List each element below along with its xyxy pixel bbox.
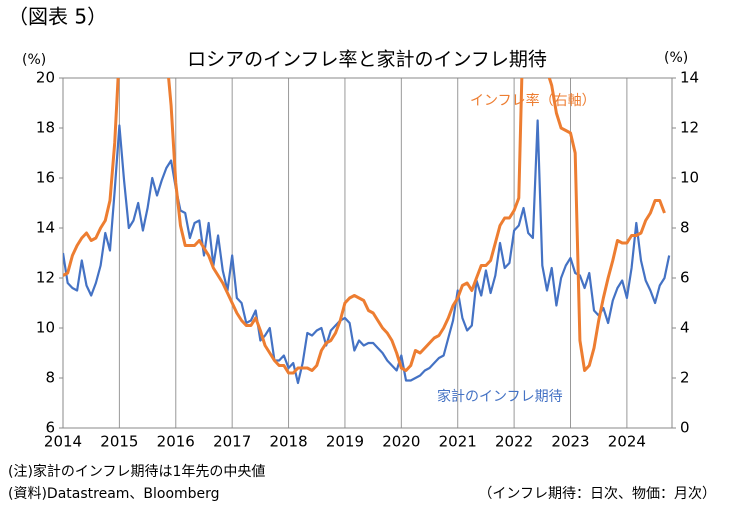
x-tick-label: 2019 [326,433,364,451]
plot-area [63,78,671,385]
y-unit: (%) [22,52,46,68]
y2-tick-label: 2 [680,369,690,387]
y2-tick-label: 12 [680,119,699,137]
y2-tick-label: 6 [680,269,690,287]
y-tick-label: 16 [36,169,55,187]
y2-unit: (%) [664,50,688,66]
x-tick-label: 2018 [269,433,307,451]
y-tick-label: 8 [45,369,55,387]
y2-tick-label: 14 [680,69,699,87]
y-tick-label: 12 [36,269,55,287]
figure-label: （図表 5） [8,5,107,29]
y-tick-label: 6 [45,419,55,437]
note: (資料)Datastream、Bloomberg [8,486,220,502]
x-tick-label: 2015 [100,433,138,451]
frequency-note: （インフレ期待：日次、物価：月次） [478,486,716,502]
x-tick-label: 2024 [608,433,646,451]
y-tick-label: 14 [36,219,55,237]
y2-tick-label: 8 [680,219,690,237]
plot-frame [62,77,673,429]
y2-tick-label: 4 [680,319,690,337]
series-line [63,78,666,375]
y-tick-label: 18 [36,119,55,137]
x-tick-label: 2016 [157,433,195,451]
x-tick-label: 2021 [439,433,477,451]
x-tick-label: 2014 [44,433,82,451]
note: (注)家計のインフレ期待は1年先の中央値 [8,463,265,480]
y2-tick-label: 10 [680,169,699,187]
series-label: 家計のインフレ期待 [437,388,563,405]
y-tick-label: 20 [36,69,55,87]
series-label: インフレ率（右軸） [470,92,596,109]
x-tick-label: 2022 [495,433,533,451]
x-tick-label: 2020 [382,433,420,451]
x-tick-label: 2017 [213,433,251,451]
y-tick-label: 10 [36,319,55,337]
series-line [63,119,671,385]
y2-tick-label: 0 [680,419,690,437]
chart-title: ロシアのインフレ率と家計のインフレ期待 [187,49,547,71]
x-tick-label: 2023 [551,433,589,451]
